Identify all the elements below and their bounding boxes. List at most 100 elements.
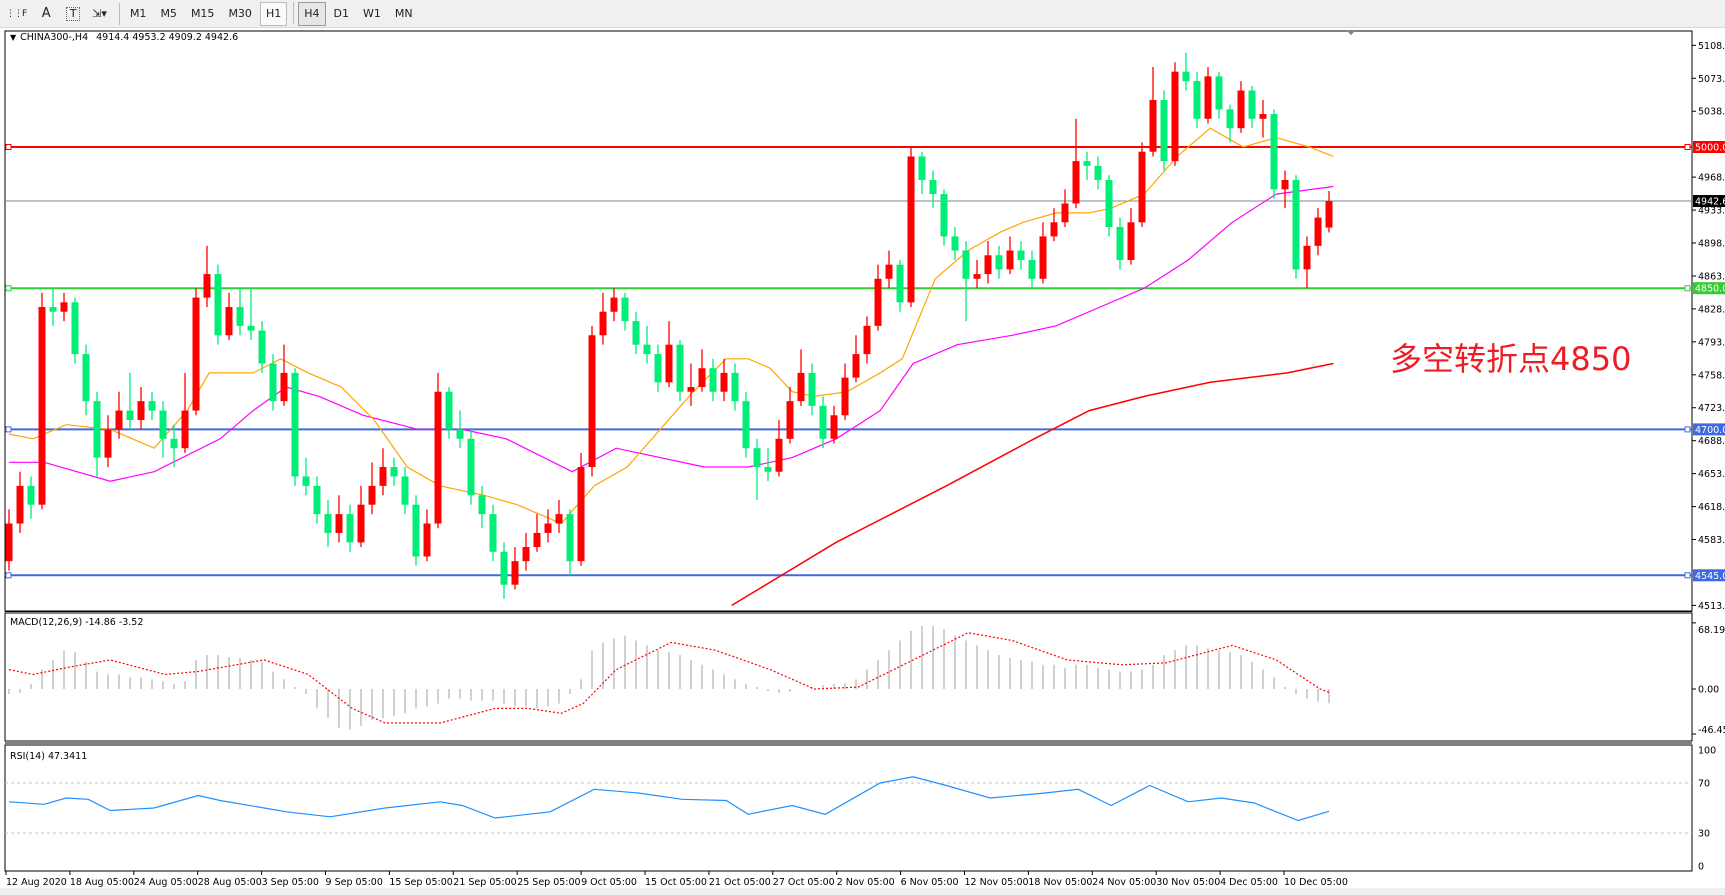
bull-candle[interactable] (1204, 76, 1212, 119)
bear-candle[interactable] (148, 401, 156, 411)
bull-candle[interactable] (368, 485, 376, 505)
bear-candle[interactable] (676, 344, 684, 392)
bear-candle[interactable] (500, 551, 508, 585)
bull-candle[interactable] (181, 410, 189, 449)
bull-candle[interactable] (38, 307, 46, 505)
bear-candle[interactable] (1116, 227, 1124, 260)
bull-candle[interactable] (797, 372, 805, 402)
bear-candle[interactable] (1017, 250, 1025, 260)
bear-candle[interactable] (1226, 109, 1234, 129)
timeframe-m15[interactable]: M15 (190, 7, 215, 20)
line-handle[interactable] (1684, 572, 1691, 579)
line-handle[interactable] (5, 426, 12, 433)
bear-candle[interactable] (654, 354, 662, 383)
bear-candle[interactable] (709, 368, 717, 392)
bear-candle[interactable] (764, 467, 772, 472)
main-pane[interactable] (4, 30, 1693, 612)
bull-candle[interactable] (203, 274, 211, 298)
bull-candle[interactable] (599, 311, 607, 336)
bear-candle[interactable] (258, 330, 266, 364)
bear-candle[interactable] (291, 372, 299, 477)
shift-marker-icon[interactable] (1347, 31, 1355, 35)
bear-candle[interactable] (731, 372, 739, 402)
bear-candle[interactable] (456, 429, 464, 439)
bull-candle[interactable] (874, 278, 882, 326)
bull-candle[interactable] (511, 561, 519, 585)
timeframe-d1[interactable]: D1 (333, 7, 349, 20)
bull-candle[interactable] (1127, 222, 1135, 260)
bull-candle[interactable] (137, 401, 145, 420)
bear-candle[interactable] (401, 476, 409, 505)
bull-candle[interactable] (1325, 201, 1333, 228)
bull-candle[interactable] (533, 532, 541, 548)
timeframe-mn[interactable]: MN (394, 7, 413, 20)
bull-candle[interactable] (1072, 161, 1080, 204)
timeframe-m30[interactable]: M30 (228, 7, 252, 20)
bear-candle[interactable] (940, 194, 948, 237)
bear-candle[interactable] (1215, 76, 1223, 110)
bear-candle[interactable] (643, 344, 651, 355)
bear-candle[interactable] (1105, 179, 1113, 228)
bull-candle[interactable] (1281, 179, 1289, 190)
bear-candle[interactable] (126, 410, 134, 420)
timeframe-w1[interactable]: W1 (362, 7, 381, 20)
bear-candle[interactable] (1182, 71, 1190, 82)
bull-candle[interactable] (1303, 245, 1311, 270)
bear-candle[interactable] (918, 156, 926, 180)
bear-candle[interactable] (753, 448, 761, 468)
bull-candle[interactable] (610, 297, 618, 312)
bull-candle[interactable] (984, 255, 992, 275)
bear-candle[interactable] (302, 476, 310, 486)
bull-candle[interactable] (786, 401, 794, 439)
bull-candle[interactable] (544, 523, 552, 533)
bear-candle[interactable] (93, 401, 101, 458)
bear-candle[interactable] (929, 179, 937, 195)
bear-candle[interactable] (742, 401, 750, 449)
bear-candle[interactable] (632, 321, 640, 345)
bear-candle[interactable] (49, 307, 57, 312)
bull-candle[interactable] (841, 377, 849, 416)
bear-candle[interactable] (951, 236, 959, 251)
timeframe-h4[interactable]: H4 (298, 1, 326, 26)
bear-candle[interactable] (819, 405, 827, 439)
chart-window[interactable]: 5108.0 5073.0 5038.0 4968.0 4933.0 4898.0 4863… (0, 28, 1725, 890)
bull-candle[interactable] (852, 354, 860, 378)
bull-candle[interactable] (1314, 217, 1322, 246)
bull-candle[interactable] (687, 387, 695, 392)
bull-candle[interactable] (1259, 114, 1267, 119)
bull-candle[interactable] (885, 264, 893, 279)
bear-candle[interactable] (621, 297, 629, 322)
bear-candle[interactable] (566, 514, 574, 562)
bull-candle[interactable] (5, 523, 13, 562)
bear-candle[interactable] (390, 467, 398, 477)
bull-candle[interactable] (225, 307, 233, 336)
bear-candle[interactable] (1160, 99, 1168, 162)
chart-canvas[interactable]: 5108.0 5073.0 5038.0 4968.0 4933.0 4898.0 4863… (0, 28, 1725, 890)
text-label-tool-button[interactable]: T (66, 6, 81, 21)
bull-candle[interactable] (280, 372, 288, 402)
bear-candle[interactable] (1292, 179, 1300, 270)
bear-candle[interactable] (412, 504, 420, 557)
bear-candle[interactable] (236, 307, 244, 326)
bull-candle[interactable] (830, 415, 838, 439)
bull-candle[interactable] (577, 467, 585, 562)
bull-candle[interactable] (423, 523, 431, 557)
line-handle[interactable] (5, 144, 12, 150)
bear-candle[interactable] (247, 325, 255, 331)
collapse-triangle-icon[interactable]: ▼ (10, 33, 17, 42)
bear-candle[interactable] (467, 438, 475, 496)
bear-candle[interactable] (71, 302, 79, 355)
grid-tool-icon[interactable]: ⋮⋮F (6, 8, 27, 19)
bull-candle[interactable] (1039, 236, 1047, 279)
bear-candle[interactable] (478, 495, 486, 515)
timeframe-m1[interactable]: M1 (129, 7, 147, 20)
bull-candle[interactable] (698, 368, 706, 388)
bull-candle[interactable] (555, 514, 563, 524)
bear-candle[interactable] (1248, 90, 1256, 119)
line-handle[interactable] (1684, 426, 1691, 433)
bear-candle[interactable] (896, 264, 904, 303)
bull-candle[interactable] (973, 274, 981, 279)
bear-candle[interactable] (82, 354, 90, 402)
bear-candle[interactable] (170, 438, 178, 449)
bear-candle[interactable] (995, 255, 1003, 270)
